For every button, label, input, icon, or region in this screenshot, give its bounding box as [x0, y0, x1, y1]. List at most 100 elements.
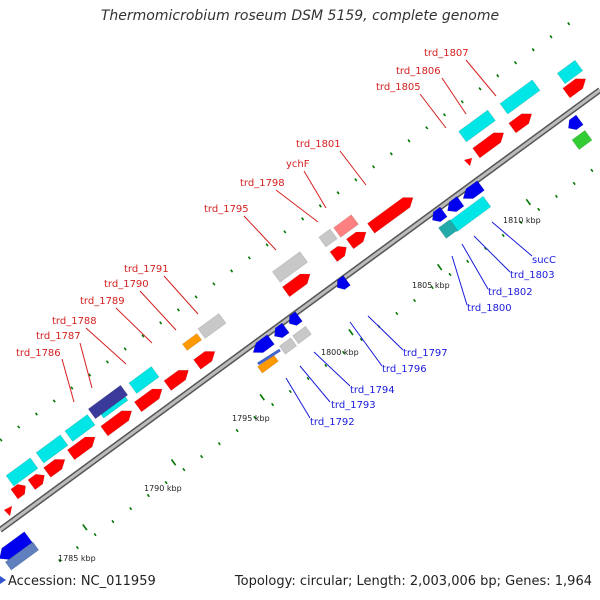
- forward-cds: [163, 369, 189, 391]
- reverse-cds: [336, 275, 351, 290]
- leader-line: [115, 307, 153, 344]
- leader-line: [243, 215, 277, 251]
- tick-mark: [301, 217, 305, 221]
- leader-line: [61, 358, 75, 403]
- leader-line: [85, 327, 127, 365]
- reverse-cds: [568, 114, 584, 131]
- leader-line: [313, 351, 351, 387]
- gene-label: sucC: [532, 255, 556, 266]
- gene-features: [0, 59, 593, 571]
- gene-label: trd_1805: [376, 82, 421, 93]
- tick-mark: [58, 558, 62, 563]
- tick-mark: [93, 532, 97, 537]
- forward-cds: [4, 506, 12, 516]
- tick-mark: [52, 399, 56, 403]
- gene-grey: [271, 251, 309, 283]
- tick-mark: [359, 337, 363, 342]
- gene-steelblue: [4, 541, 40, 571]
- tick-mark: [271, 402, 275, 407]
- gene-teal: [438, 219, 458, 239]
- forward-cds: [66, 436, 96, 461]
- forward-cds: [43, 459, 66, 478]
- gene-label: ychF: [286, 159, 310, 170]
- gene-label: trd_1794: [350, 385, 395, 396]
- forward-cds: [100, 410, 133, 437]
- tick-mark: [442, 113, 447, 117]
- tick-mark: [407, 139, 411, 143]
- kbp-label: 1790 kbp: [144, 484, 182, 493]
- tick-mark: [88, 373, 92, 377]
- tick-mark: [17, 425, 21, 429]
- tick-mark: [159, 321, 163, 325]
- tick-mark: [70, 386, 74, 390]
- forward-cds: [508, 113, 533, 134]
- gene-label: trd_1790: [104, 279, 149, 290]
- genome-summary: Topology: circular; Length: 2,003,006 bp…: [234, 574, 592, 589]
- kbp-label: 1785 kbp: [58, 554, 96, 563]
- reverse-cds: [0, 531, 34, 560]
- tick-mark: [176, 308, 180, 312]
- tick-mark: [478, 87, 482, 91]
- tick-mark: [513, 61, 518, 65]
- tick-mark: [194, 295, 198, 299]
- leader-line: [465, 59, 497, 97]
- gene-cyan: [5, 457, 39, 487]
- scroll-left-arrow[interactable]: [0, 576, 6, 584]
- tick-mark: [146, 493, 150, 498]
- gene-label: trd_1803: [510, 270, 555, 281]
- forward-cds: [345, 231, 367, 250]
- gene-outline: [257, 348, 281, 366]
- gene-cyan: [128, 366, 160, 394]
- kbp-label: 1795 kbp: [232, 414, 270, 423]
- leader-line: [419, 93, 447, 129]
- tick-mark: [230, 269, 234, 273]
- forward-cds: [133, 388, 163, 413]
- tick-mark: [412, 298, 417, 303]
- gene-label: trd_1797: [403, 348, 448, 359]
- leader-line: [491, 221, 533, 257]
- tick-mark: [572, 181, 576, 186]
- tick-mark: [496, 74, 500, 78]
- genome-backbone-highlight: [0, 88, 600, 532]
- tick-mark: [372, 165, 376, 169]
- forward-cds: [367, 197, 414, 234]
- leader-line: [441, 77, 467, 115]
- gene-label: trd_1791: [124, 264, 169, 275]
- tick-mark: [235, 428, 239, 433]
- tick-mark: [342, 350, 346, 355]
- tick-mark: [170, 459, 177, 466]
- tick-mark: [348, 328, 354, 336]
- reverse-cds: [252, 334, 275, 353]
- forward-gene-labels: trd_1786 trd_1787 trd_1788 trd_1789 trd_…: [16, 48, 469, 359]
- gene-label: trd_1802: [488, 287, 533, 298]
- tick-mark: [212, 282, 216, 286]
- leader-line: [303, 170, 327, 209]
- gene-cyan: [556, 59, 584, 85]
- tick-mark: [537, 207, 541, 212]
- kbp-labels: 1785 kbp 1790 kbp 1795 kbp 1800 kbp 1805…: [58, 216, 541, 563]
- leader-line: [473, 235, 511, 273]
- gene-label: trd_1787: [36, 331, 81, 342]
- tick-mark: [549, 35, 553, 39]
- forward-cds: [472, 132, 505, 159]
- leader-line: [275, 189, 319, 223]
- gene-cyan: [35, 434, 69, 464]
- gene-cyan: [64, 414, 96, 442]
- gene-navy: [87, 384, 129, 420]
- forward-cds: [464, 158, 472, 166]
- gene-grey: [197, 313, 227, 339]
- gene-label: trd_1786: [16, 348, 61, 359]
- tick-mark: [430, 285, 434, 290]
- tick-mark: [567, 22, 571, 26]
- gene-label: trd_1806: [396, 66, 441, 77]
- gene-label: trd_1801: [296, 139, 341, 150]
- forward-cds: [10, 483, 26, 500]
- tick-mark: [129, 506, 133, 511]
- gene-label: trd_1788: [52, 316, 97, 327]
- gene-label: trd_1798: [240, 178, 285, 189]
- tick-mark: [141, 334, 145, 338]
- reverse-cds: [274, 322, 290, 339]
- gene-label: trd_1807: [424, 48, 469, 59]
- tick-mark: [425, 126, 429, 130]
